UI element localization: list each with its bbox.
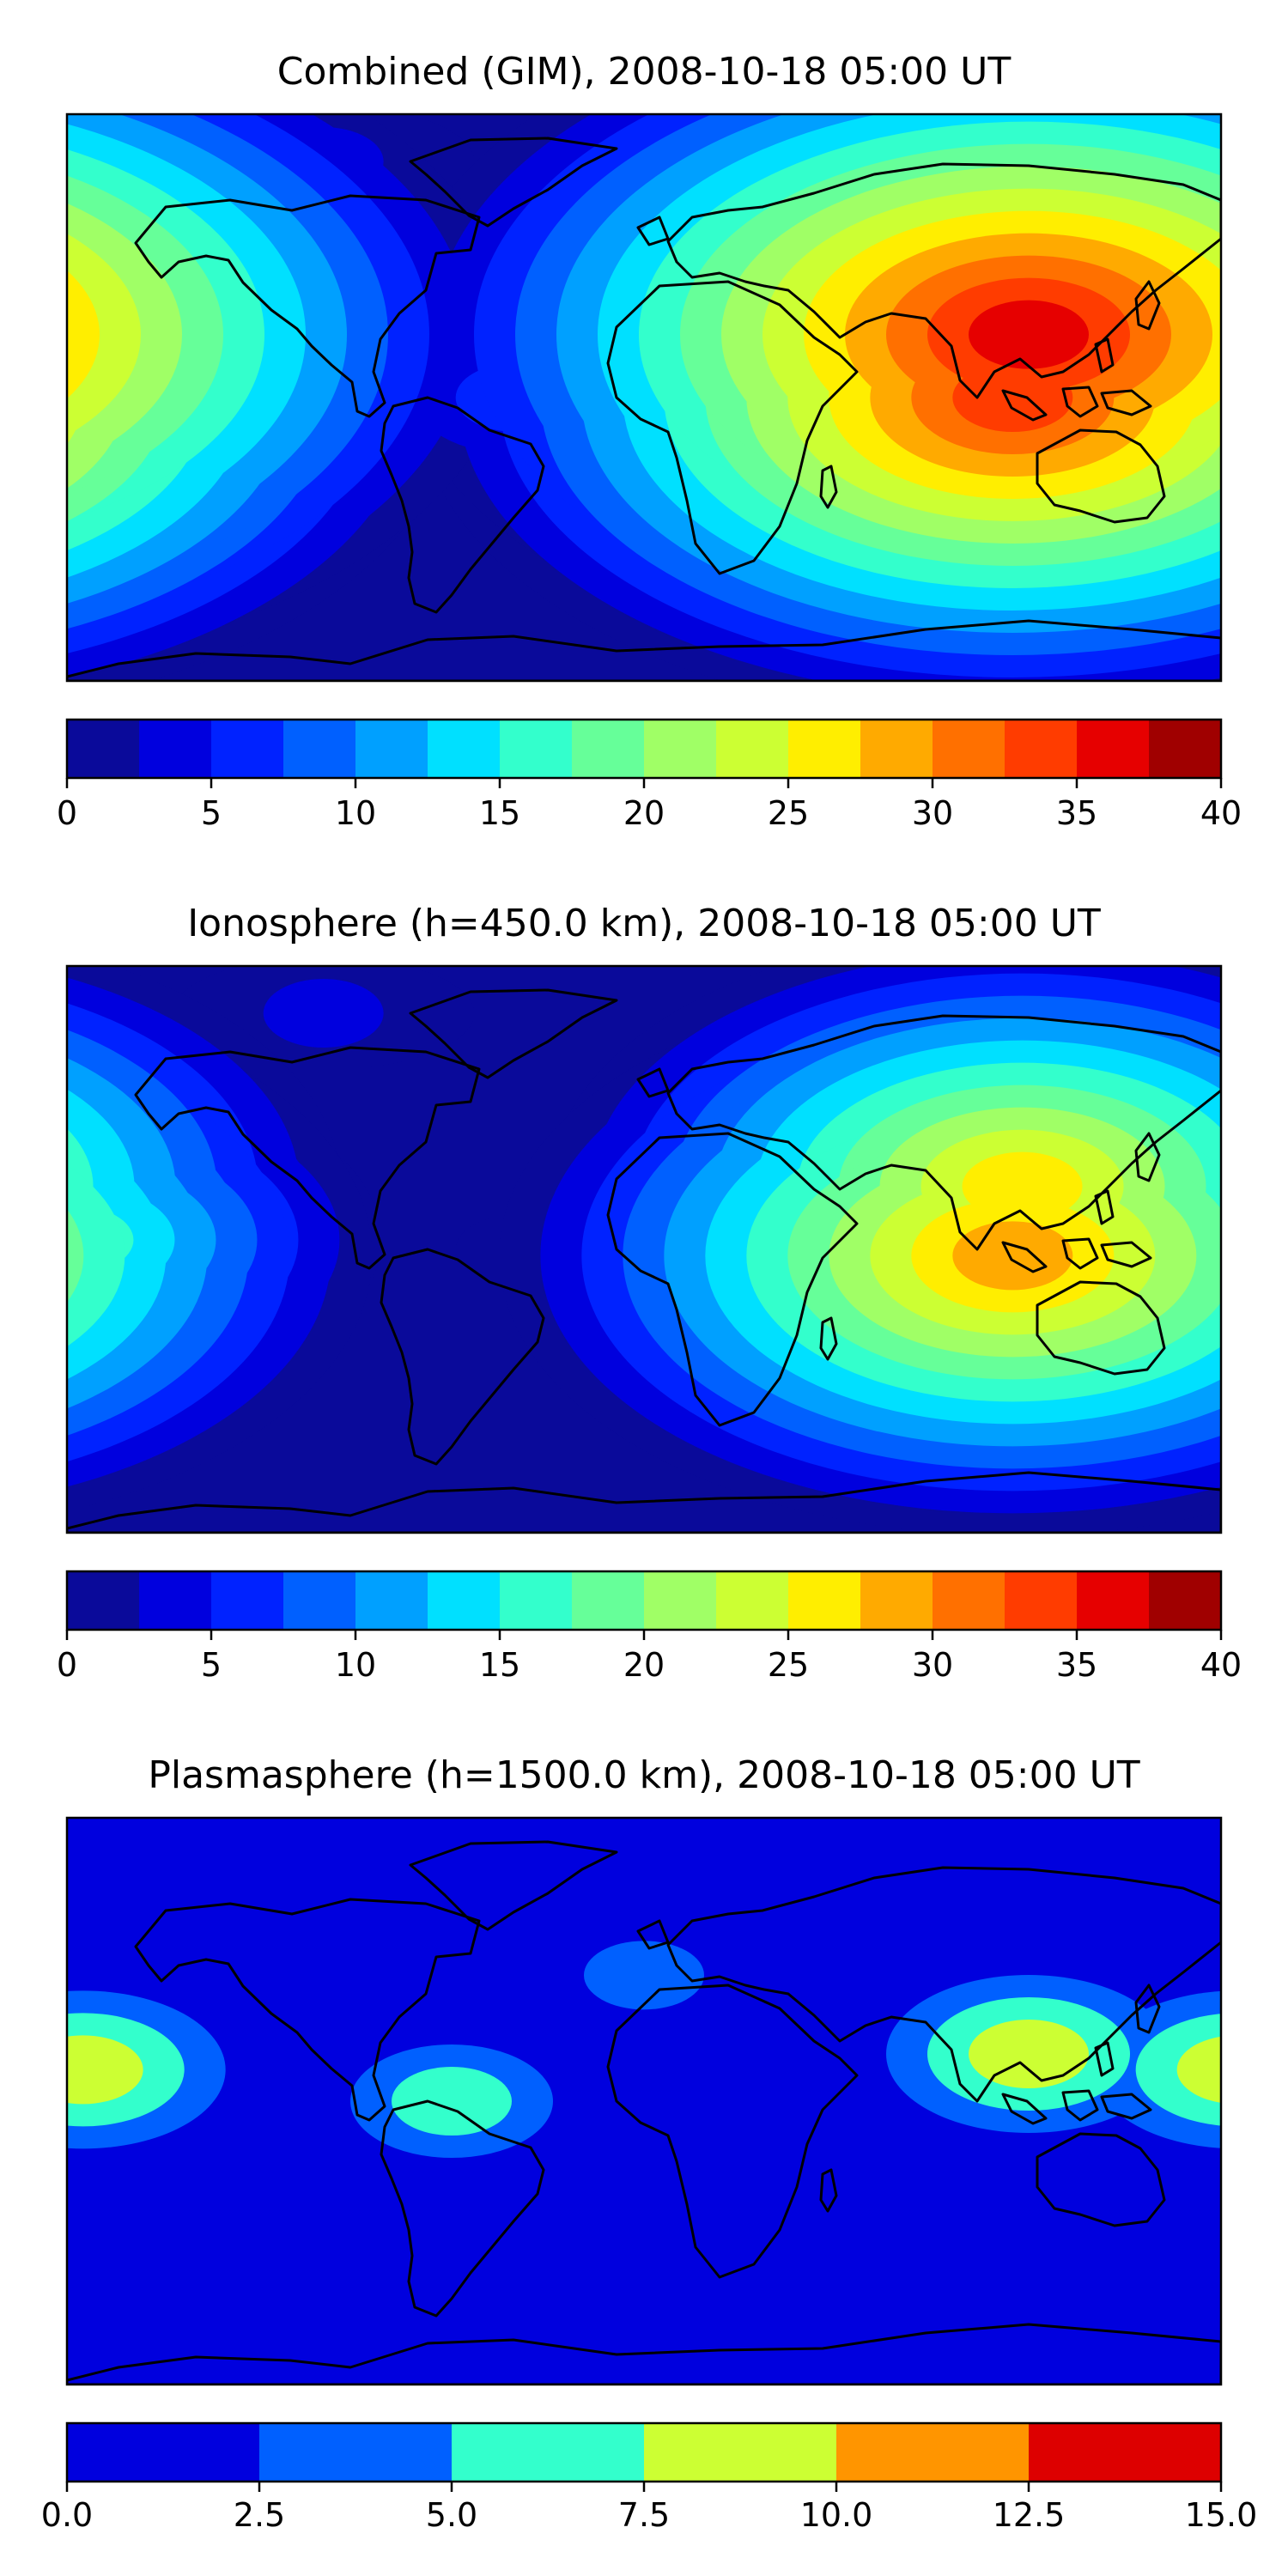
panel-2: Ionosphere (h=450.0 km), 2008-10-18 05:0… <box>57 902 1242 1684</box>
colorbar-swatch <box>259 2423 453 2482</box>
colorbar-swatch <box>1005 1571 1078 1630</box>
map-frame <box>65 112 1223 683</box>
panel-3: Plasmasphere (h=1500.0 km), 2008-10-18 0… <box>41 1753 1258 2534</box>
colorbar-swatch <box>355 1571 428 1630</box>
map-area <box>65 112 1223 683</box>
colorbar-tick-label: 7.5 <box>618 2496 670 2534</box>
colorbar-swatch <box>428 1571 501 1630</box>
colorbar-tick-label: 35 <box>1056 794 1097 832</box>
panel-title: Combined (GIM), 2008-10-18 05:00 UT <box>277 50 1012 94</box>
colorbar-swatch <box>67 720 140 778</box>
colorbar-swatch <box>1077 720 1150 778</box>
colorbar-swatch <box>211 1571 284 1630</box>
colorbar-swatch <box>139 1571 212 1630</box>
map-area <box>65 964 1223 1534</box>
colorbar-swatch <box>933 720 1005 778</box>
colorbar-tick-label: 25 <box>768 1646 809 1684</box>
colorbar-swatch <box>644 2423 837 2482</box>
colorbar-swatch <box>500 1571 573 1630</box>
colorbar-tick-label: 10 <box>335 794 376 832</box>
colorbar-swatch <box>500 720 573 778</box>
colorbar-tick-label: 0.0 <box>41 2496 93 2534</box>
colorbar-tick-label: 0 <box>57 794 77 832</box>
colorbar-swatch <box>139 720 212 778</box>
contour-wrap <box>67 234 141 436</box>
map-frame <box>65 964 1223 1534</box>
map-area <box>65 1816 1223 2386</box>
colorbar-tick-label: 40 <box>1200 1646 1242 1684</box>
colorbar-tick-label: 5 <box>201 1646 222 1684</box>
contour-central-pacific-level-3 <box>67 2035 143 2105</box>
colorbar <box>65 1570 1223 1640</box>
panel-title: Plasmasphere (h=1500.0 km), 2008-10-18 0… <box>148 1753 1139 1797</box>
colorbar-swatch <box>572 1571 645 1630</box>
colorbar-swatch <box>211 720 284 778</box>
colorbar-tick-label: 15.0 <box>1185 2496 1258 2534</box>
colorbar-tick-label: 12.5 <box>993 2496 1066 2534</box>
colorbar-tick-label: 15 <box>479 1646 520 1684</box>
contour-asia-pacific-peak-e-china-philippines--level-14 <box>969 300 1089 369</box>
colorbar-swatch <box>860 1571 933 1630</box>
colorbar-swatch <box>283 720 356 778</box>
colorbar-tick-label: 30 <box>912 1646 953 1684</box>
colorbar-swatch <box>67 1571 140 1630</box>
colorbar <box>65 2421 1223 2492</box>
colorbar-tick-label: 5 <box>201 794 222 832</box>
colorbar-tick-label: 20 <box>623 794 665 832</box>
colorbar-tick-label: 10.0 <box>800 2496 873 2534</box>
colorbar-swatch <box>1077 1571 1150 1630</box>
colorbar-swatch <box>1149 1571 1222 1630</box>
colorbar-swatch <box>1029 2423 1222 2482</box>
colorbar-tick-label: 2.5 <box>234 2496 285 2534</box>
colorbar-tick-label: 5.0 <box>426 2496 477 2534</box>
colorbar-swatch <box>1149 720 1222 778</box>
colorbar-swatch <box>716 1571 789 1630</box>
colorbar-swatch <box>933 1571 1005 1630</box>
contour-wrap <box>67 1164 125 1347</box>
contour-polar-regions-level-1 <box>263 979 384 1048</box>
contour-southeast-asia-level-3 <box>969 2020 1089 2088</box>
map-frame <box>65 1816 1223 2386</box>
colorbar-swatch <box>836 2423 1030 2482</box>
colorbar-tick-label: 30 <box>912 794 953 832</box>
contour-indonesia-peak-level-11 <box>952 1221 1073 1291</box>
colorbar-tick-label: 15 <box>479 794 520 832</box>
colorbar-swatch <box>644 720 717 778</box>
panel-1: Combined (GIM), 2008-10-18 05:00 UT 0 5 10 1… <box>57 50 1242 832</box>
colorbar-swatch <box>452 2423 645 2482</box>
colorbar-swatch <box>428 720 501 778</box>
colorbar-tick-label: 20 <box>623 1646 665 1684</box>
contour-polar-regions-level-0 <box>584 1831 704 1899</box>
contour-wrap <box>67 270 100 399</box>
contour-wrap <box>1176 2036 1221 2103</box>
colorbar-swatch <box>716 720 789 778</box>
colorbar-swatch <box>283 1571 356 1630</box>
contour-low-latitude-band-level-2 <box>392 2067 512 2136</box>
colorbar-swatch <box>788 720 861 778</box>
colorbar-tick-label: 35 <box>1056 1646 1097 1684</box>
colorbar-tick-label: 0 <box>57 1646 77 1684</box>
contour-wrap <box>67 1209 84 1303</box>
colorbar-swatch <box>788 1571 861 1630</box>
colorbar-swatch <box>355 720 428 778</box>
colorbar-swatch <box>644 1571 717 1630</box>
colorbar-swatch <box>860 720 933 778</box>
colorbar <box>65 718 1223 788</box>
colorbar-tick-label: 25 <box>768 794 809 832</box>
colorbar-swatch <box>572 720 645 778</box>
colorbar-swatch <box>1005 720 1078 778</box>
colorbar-tick-label: 10 <box>335 1646 376 1684</box>
panel-title: Ionosphere (h=450.0 km), 2008-10-18 05:0… <box>187 902 1101 945</box>
colorbar-swatch <box>67 2423 260 2482</box>
colorbar-tick-label: 40 <box>1200 794 1242 832</box>
